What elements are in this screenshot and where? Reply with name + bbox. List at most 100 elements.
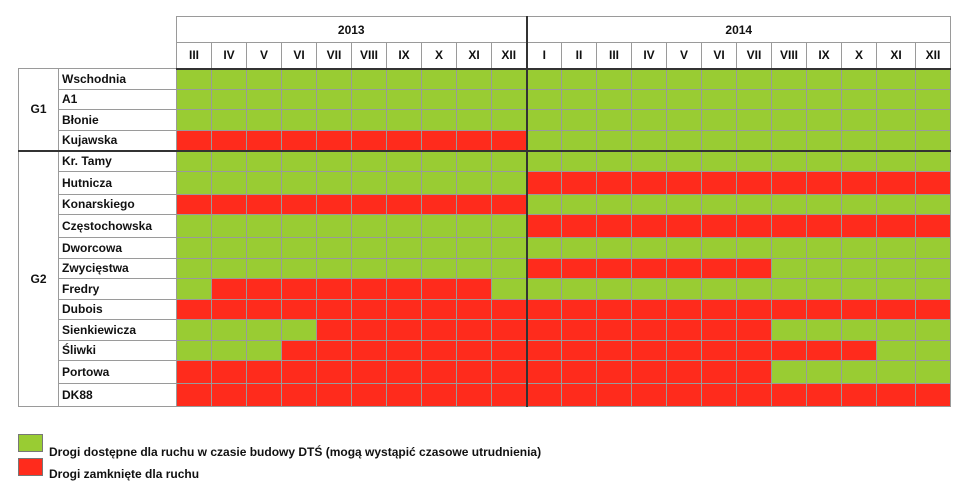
cell-open: [525, 68, 562, 90]
cell-closed: [666, 214, 702, 238]
cell-open: [806, 278, 842, 300]
cell-closed: [596, 298, 632, 320]
cell-closed: [386, 383, 422, 407]
cell-closed: [561, 170, 597, 195]
cell-open: [915, 109, 951, 131]
road-name: Błonie: [58, 109, 177, 131]
cell-open: [176, 237, 212, 259]
cell-closed: [666, 298, 702, 320]
cell-closed: [631, 383, 667, 407]
legend-open-swatch: [18, 434, 43, 452]
cell-closed: [631, 170, 667, 195]
cell-open: [841, 149, 877, 172]
cell-open: [806, 68, 842, 90]
cell-closed: [841, 383, 877, 407]
year-header-2013: 2013: [176, 16, 527, 43]
cell-closed: [211, 383, 247, 407]
cell-open: [701, 109, 737, 131]
cell-open: [491, 214, 527, 238]
cell-open: [915, 278, 951, 300]
cell-closed: [561, 383, 597, 407]
cell-open: [176, 68, 212, 90]
cell-open: [316, 170, 352, 195]
cell-open: [316, 149, 352, 172]
cell-open: [525, 149, 562, 172]
month-header: XII: [915, 42, 951, 70]
cell-closed: [316, 360, 352, 384]
cell-closed: [211, 193, 247, 215]
cell-closed: [351, 383, 387, 407]
cell-open: [211, 339, 247, 361]
cell-open: [456, 214, 492, 238]
cell-closed: [246, 383, 282, 407]
cell-open: [806, 129, 842, 151]
road-name: Dworcowa: [58, 237, 177, 259]
cell-open: [915, 319, 951, 341]
cell-open: [246, 257, 282, 279]
month-header: VI: [281, 42, 317, 70]
cell-closed: [491, 298, 527, 320]
cell-closed: [806, 214, 842, 238]
month-header: II: [561, 42, 597, 70]
cell-open: [351, 257, 387, 279]
cell-open: [351, 237, 387, 259]
cell-open: [316, 257, 352, 279]
cell-closed: [701, 257, 737, 279]
cell-open: [246, 339, 282, 361]
road-name: Kr. Tamy: [58, 149, 177, 172]
cell-open: [841, 193, 877, 215]
cell-closed: [666, 170, 702, 195]
cell-open: [351, 88, 387, 110]
cell-open: [351, 68, 387, 90]
cell-open: [491, 278, 527, 300]
cell-open: [736, 109, 772, 131]
cell-closed: [281, 278, 317, 300]
cell-open: [915, 193, 951, 215]
cell-open: [316, 237, 352, 259]
road-name: Portowa: [58, 360, 177, 384]
cell-closed: [736, 339, 772, 361]
cell-open: [876, 88, 916, 110]
cell-open: [525, 109, 562, 131]
cell-closed: [456, 298, 492, 320]
month-header: VIII: [771, 42, 807, 70]
cell-open: [386, 109, 422, 131]
cell-closed: [281, 360, 317, 384]
group-label-G2: G2: [18, 149, 59, 407]
cell-closed: [246, 298, 282, 320]
cell-open: [525, 129, 562, 151]
cell-open: [421, 68, 457, 90]
cell-closed: [351, 319, 387, 341]
cell-closed: [421, 129, 457, 151]
cell-closed: [211, 298, 247, 320]
cell-open: [841, 68, 877, 90]
cell-open: [736, 193, 772, 215]
cell-open: [841, 237, 877, 259]
cell-open: [316, 214, 352, 238]
cell-closed: [596, 319, 632, 341]
road-name: Dubois: [58, 298, 177, 320]
cell-closed: [915, 214, 951, 238]
cell-open: [771, 149, 807, 172]
cell-closed: [316, 319, 352, 341]
cell-closed: [386, 298, 422, 320]
cell-closed: [421, 319, 457, 341]
cell-closed: [631, 298, 667, 320]
cell-open: [211, 170, 247, 195]
cell-open: [771, 360, 807, 384]
road-name: Hutnicza: [58, 170, 177, 195]
cell-open: [281, 68, 317, 90]
cell-open: [596, 109, 632, 131]
cell-closed: [316, 129, 352, 151]
cell-open: [246, 237, 282, 259]
cell-open: [701, 149, 737, 172]
cell-closed: [666, 383, 702, 407]
cell-open: [421, 149, 457, 172]
cell-open: [246, 170, 282, 195]
cell-open: [666, 109, 702, 131]
cell-open: [771, 257, 807, 279]
cell-closed: [806, 298, 842, 320]
cell-closed: [666, 319, 702, 341]
cell-closed: [701, 383, 737, 407]
cell-open: [876, 319, 916, 341]
